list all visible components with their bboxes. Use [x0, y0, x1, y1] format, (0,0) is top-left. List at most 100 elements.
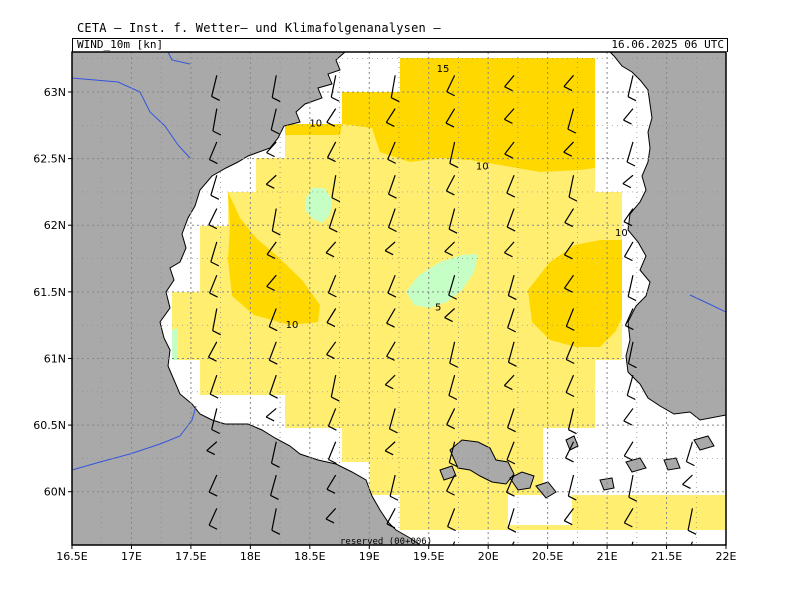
wind-barb-shaft — [507, 408, 515, 428]
wind-barb-flag — [326, 488, 336, 494]
forecast-footer: reserved (00+006) — [340, 537, 432, 547]
land-masses — [72, 52, 726, 545]
x-tick-label: 21.5E — [651, 550, 682, 563]
x-tick-label: 19E — [359, 550, 380, 563]
wind-barb-flag — [384, 450, 394, 456]
wind-barb-flag — [271, 97, 281, 103]
archipelago-island-2 — [625, 457, 647, 473]
river-3 — [167, 52, 191, 65]
wind-barb-shaft — [449, 341, 456, 364]
wind-barb-shaft — [387, 175, 396, 195]
wind-barb-shaft — [449, 141, 456, 164]
wind-barb-shaft — [504, 74, 515, 88]
wind-barb-flag — [507, 527, 517, 533]
wind-barb-flag — [504, 118, 513, 124]
wind-barb-flag — [563, 151, 573, 157]
wind-barb-flag — [326, 354, 335, 360]
wind-barb-shaft — [444, 308, 456, 319]
wind-barb-flag — [391, 97, 400, 103]
wind-barb-shaft — [624, 308, 634, 326]
wind-barb-flag — [628, 496, 638, 502]
wind-barb-shaft — [269, 474, 277, 496]
wind-barb-shaft — [506, 175, 515, 194]
archipelago-island-1 — [565, 435, 579, 451]
contour-label: 10 — [615, 228, 628, 239]
wind-barb-shaft — [623, 508, 634, 524]
wind-barb-shaft — [504, 141, 515, 155]
wind-barb-flag — [388, 226, 397, 233]
wind-barb-flag — [448, 294, 457, 300]
wind-barb-shaft — [389, 474, 396, 497]
wind-barb-flag — [445, 122, 455, 128]
shade-10-15kn — [285, 58, 595, 172]
wind-barb-flag — [208, 224, 218, 230]
x-tick-label: 22E — [716, 550, 737, 563]
chart-subheader: WIND_10m [kn] 16.06.2025 06 UTC — [72, 38, 728, 52]
wind-barb-flag — [208, 491, 218, 497]
wind-barb-flag — [569, 563, 577, 567]
axis-ticks: 16.5E 17E 17.5E 18E 18.5E 19E 19.5E 20E 20.5E 21E… — [33, 86, 736, 563]
wind-barb-flag — [622, 183, 632, 189]
wind-barb-flag — [507, 427, 516, 433]
wind-barb-shaft — [386, 308, 396, 324]
wind-barb-flag — [386, 355, 395, 361]
wind-barb-flag — [326, 322, 336, 328]
wind-barb-shaft — [623, 441, 634, 457]
wind-barb-shaft — [444, 241, 456, 252]
wind-barb-shaft — [567, 108, 575, 130]
wind-barb-shaft — [210, 241, 218, 263]
wind-barb-shaft — [628, 474, 634, 498]
wind-barb-shaft — [328, 208, 337, 229]
y-tick-label: 60N — [44, 486, 66, 499]
wind-barb-shaft — [563, 508, 575, 522]
wind-barb-shaft — [384, 241, 396, 252]
river-4 — [689, 294, 726, 313]
wind-barb-flag — [328, 458, 337, 465]
wind-barb-flag — [627, 394, 636, 401]
contour-label: 15 — [437, 64, 450, 75]
wind-barb-flag — [331, 396, 340, 402]
wind-barb-shaft — [445, 108, 456, 124]
wind-barb-shaft — [385, 108, 396, 123]
wind-barb-flag — [444, 317, 453, 323]
chart-title: CETA — Inst. f. Wetter— und Klimafolgena… — [77, 21, 441, 35]
wind-barb-shaft — [623, 208, 634, 223]
wind-barb-flag — [624, 256, 633, 262]
wind-barb-flag — [325, 518, 335, 524]
wind-barb-flag — [269, 393, 278, 399]
wind-barb-shaft — [330, 75, 337, 98]
wind-barb-flag — [504, 153, 514, 159]
y-tick-label: 61N — [44, 352, 66, 365]
wind-barb-flag — [623, 221, 633, 227]
wind-barb-shaft — [627, 75, 634, 97]
wind-barb-flag — [627, 562, 635, 566]
wind-barb-flag — [564, 287, 573, 293]
wind-barb-shaft — [445, 174, 456, 192]
contour-label: 10 — [309, 119, 322, 130]
wind-barb-shaft — [211, 408, 218, 430]
x-tick-label: 18.5E — [294, 550, 325, 563]
x-tick-label: 19.5E — [413, 550, 444, 563]
wind-barb-flag — [504, 86, 513, 92]
variable-label: WIND_10m [kn] — [77, 38, 164, 51]
wind-barb-shaft — [507, 508, 515, 529]
wind-barb-flag — [385, 384, 394, 390]
wind-barb-flag — [563, 520, 573, 526]
wind-barb-shaft — [384, 374, 396, 386]
wind-barb-shaft — [268, 308, 277, 327]
wind-barb-shaft — [565, 341, 575, 360]
wind-barb-shaft — [503, 241, 515, 254]
wind-barb-shaft — [330, 375, 337, 398]
wind-barb-shaft — [326, 341, 337, 355]
river-1 — [72, 77, 191, 159]
wind-barb-flag — [449, 462, 458, 468]
wind-barb-shaft — [270, 108, 277, 131]
x-tick-label: 16.5E — [56, 550, 87, 563]
wind-barb-flag — [269, 359, 278, 365]
x-tick-label: 21E — [597, 550, 618, 563]
wind-barb-shaft — [682, 474, 693, 485]
rivers — [72, 52, 726, 471]
wind-barb-flag — [508, 361, 517, 367]
wind-barb-flag — [566, 325, 575, 331]
wind-barb-shaft — [212, 308, 218, 331]
